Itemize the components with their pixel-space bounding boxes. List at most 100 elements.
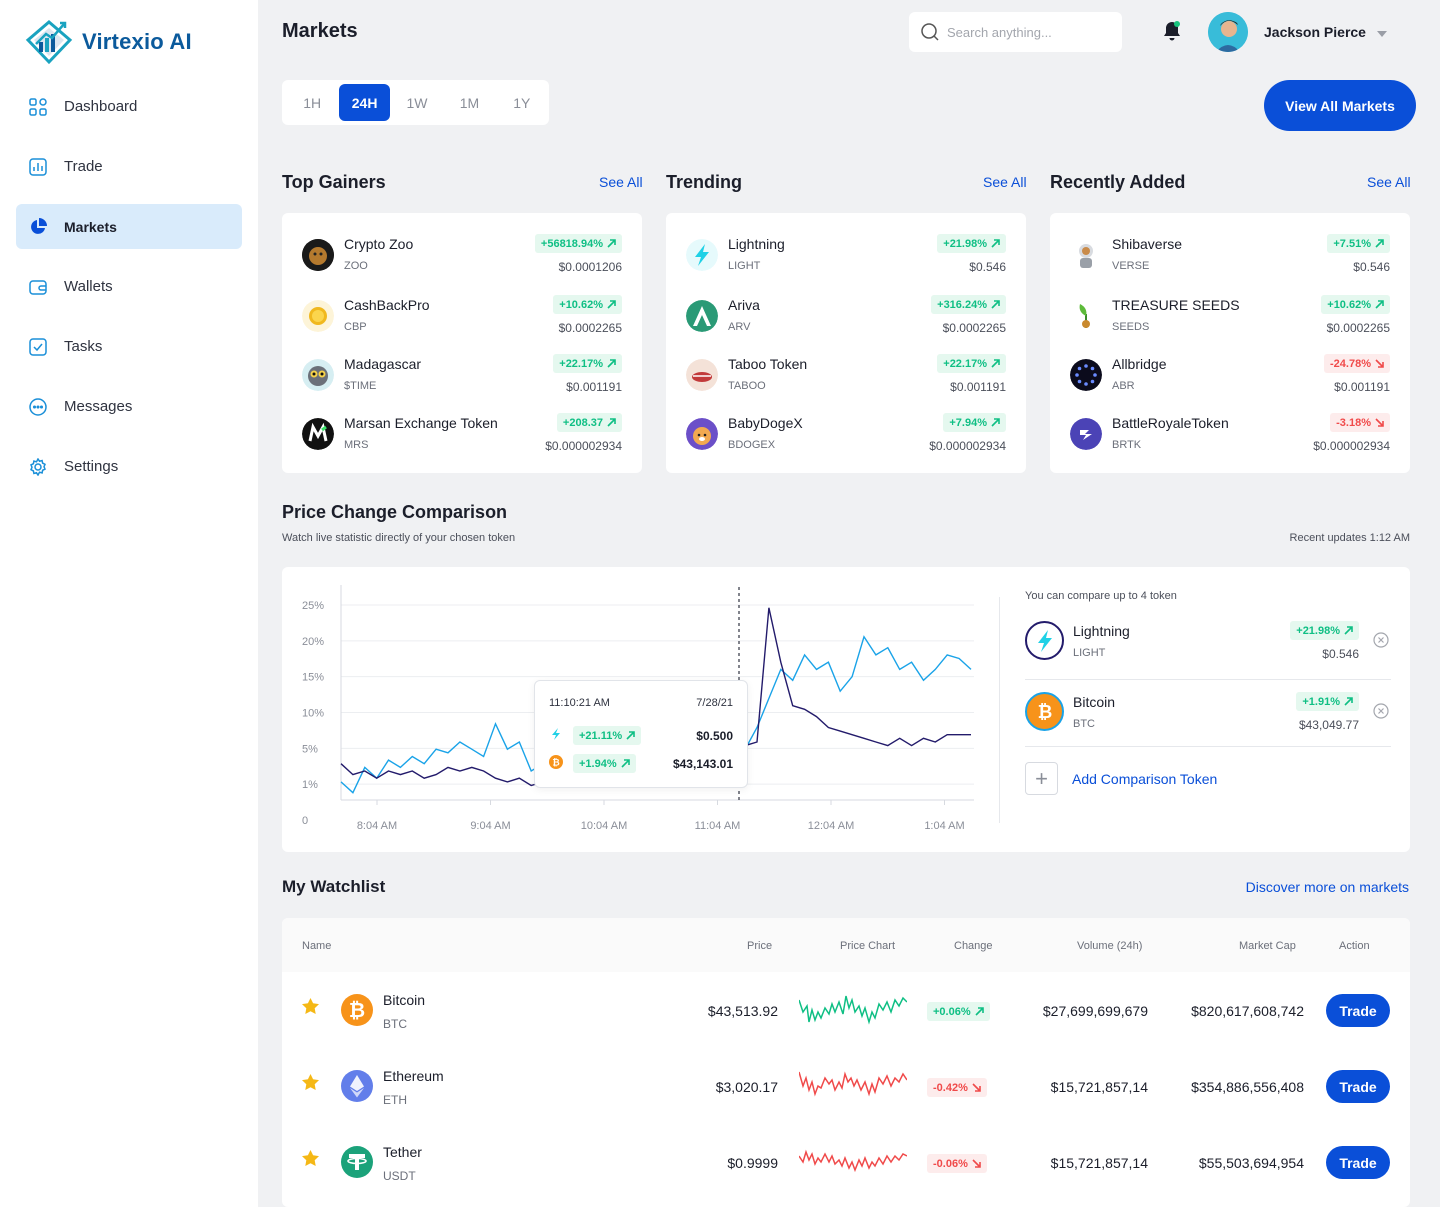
- trade-button[interactable]: Trade: [1326, 1146, 1390, 1179]
- change-badge: +0.06%: [927, 1002, 990, 1021]
- arrow-up-right-icon: [626, 731, 635, 740]
- sidebar-item-markets[interactable]: Markets: [16, 204, 242, 249]
- tooltip-date: 7/28/21: [696, 697, 733, 709]
- change-value: -0.42%: [933, 1081, 968, 1094]
- close-icon[interactable]: [1373, 632, 1389, 648]
- change-badge: +10.62%: [553, 295, 622, 314]
- token-row[interactable]: CashBackPro CBP +10.62% $0.0002265: [302, 295, 622, 339]
- compare-token-row[interactable]: Lightning LIGHT +21.98% $0.546: [1025, 621, 1391, 681]
- search-icon: [921, 23, 939, 41]
- compare-token-name: Bitcoin: [1073, 694, 1116, 710]
- user-name[interactable]: Jackson Pierce: [1264, 24, 1366, 40]
- timeframe-1h[interactable]: 1H: [303, 94, 322, 111]
- timeframe-selector: 1H 24H 1W 1M 1Y: [282, 80, 549, 125]
- sidebar-item-messages[interactable]: Messages: [16, 384, 242, 429]
- arrow-up-right-icon: [1375, 239, 1384, 248]
- section-title-top-gainers: Top Gainers: [282, 172, 386, 192]
- token-row[interactable]: Crypto Zoo ZOO +56818.94% $0.0001206: [302, 234, 622, 278]
- sparkline: [799, 995, 907, 1025]
- trade-button[interactable]: Trade: [1326, 994, 1390, 1027]
- discover-more-link[interactable]: Discover more on markets: [1245, 879, 1409, 895]
- ariva-logo: [686, 300, 718, 332]
- trade-button[interactable]: Trade: [1326, 1070, 1390, 1103]
- change-value: +56818.94%: [540, 237, 603, 250]
- star-icon[interactable]: [302, 1150, 319, 1171]
- token-symbol: ABR: [1112, 380, 1135, 392]
- see-all-trending[interactable]: See All: [983, 174, 1027, 190]
- column-header-action: Action: [1339, 940, 1370, 952]
- token-row[interactable]: BabyDogeX BDOGEX +7.94% $0.000002934: [686, 413, 1006, 457]
- sidebar-item-settings[interactable]: Settings: [16, 444, 242, 489]
- lightning-logo: [1025, 621, 1064, 660]
- coin-name: Tether: [383, 1144, 422, 1160]
- token-name: Lightning: [728, 236, 785, 252]
- add-comparison-token-button[interactable]: + Add Comparison Token: [1025, 762, 1217, 795]
- y-tick-label: 1%: [302, 779, 318, 791]
- search-box[interactable]: [909, 12, 1122, 52]
- coin-name: Ethereum: [383, 1068, 444, 1084]
- notification-bell[interactable]: [1161, 20, 1183, 47]
- timeframe-1y[interactable]: 1Y: [513, 94, 531, 111]
- x-tick-label: 10:04 AM: [581, 820, 627, 832]
- arrow-up-right-icon: [621, 759, 630, 768]
- token-name: BabyDogeX: [728, 415, 803, 431]
- taboo-logo: [686, 359, 718, 391]
- chevron-down-icon[interactable]: [1376, 26, 1388, 44]
- compare-token-row[interactable]: ₿ Bitcoin BTC +1.91% $43,049.77: [1025, 692, 1391, 752]
- token-row[interactable]: Lightning LIGHT +21.98% $0.546: [686, 234, 1006, 278]
- arrow-up-right-icon: [991, 300, 1000, 309]
- timeframe-1w[interactable]: 1W: [406, 94, 428, 111]
- sparkline: [799, 1149, 907, 1173]
- star-icon[interactable]: [302, 1074, 319, 1095]
- coin-price: $3,020.17: [715, 1079, 778, 1095]
- sidebar-item-wallets[interactable]: Wallets: [16, 264, 242, 309]
- token-row[interactable]: Marsan Exchange Token MRS +208.37 $0.000…: [302, 413, 622, 457]
- search-input[interactable]: [947, 24, 1107, 40]
- avatar[interactable]: [1208, 12, 1248, 52]
- see-all-recently-added[interactable]: See All: [1367, 174, 1411, 190]
- star-icon[interactable]: [302, 998, 319, 1019]
- shibaverse-logo: [1070, 239, 1102, 271]
- token-row[interactable]: Taboo Token TABOO +22.17% $0.001191: [686, 354, 1006, 398]
- brand-logo[interactable]: Virtexio AI: [24, 18, 192, 66]
- column-header-name: Name: [302, 940, 332, 952]
- arrow-up-right-icon: [1375, 300, 1384, 309]
- change-value: +21.11%: [579, 729, 623, 742]
- sidebar-item-dashboard[interactable]: Dashboard: [16, 84, 242, 129]
- change-value: +316.24%: [937, 298, 987, 311]
- sidebar-item-trade[interactable]: Trade: [16, 144, 242, 189]
- sidebar-item-label: Trade: [64, 158, 103, 175]
- token-row[interactable]: Allbridge ABR -24.78% $0.001191: [1070, 354, 1390, 398]
- see-all-top-gainers[interactable]: See All: [599, 174, 643, 190]
- view-all-markets-button[interactable]: View All Markets: [1264, 80, 1416, 131]
- timeframe-1m[interactable]: 1M: [459, 94, 480, 111]
- token-symbol: TABOO: [728, 380, 766, 392]
- compare-hint: You can compare up to 4 token: [1025, 590, 1177, 602]
- table-row: ₿ Bitcoin BTC $43,513.92 +0.06% $27,699,…: [282, 972, 1410, 1048]
- token-row[interactable]: Madagascar $TIME +22.17% $0.001191: [302, 354, 622, 398]
- plus-icon: +: [1025, 762, 1058, 795]
- change-value: +10.62%: [559, 298, 603, 311]
- token-row[interactable]: BattleRoyaleToken BRTK -3.18% $0.0000029…: [1070, 413, 1390, 457]
- pie-icon: [28, 217, 48, 237]
- coin-symbol: ETH: [383, 1093, 407, 1107]
- sidebar-item-tasks[interactable]: Tasks: [16, 324, 242, 369]
- close-icon[interactable]: [1373, 703, 1389, 719]
- ethereum-logo: [341, 1070, 373, 1102]
- token-row[interactable]: Shibaverse VERSE +7.51% $0.546: [1070, 234, 1390, 278]
- chart-divider: [999, 597, 1000, 823]
- arrow-up-right-icon: [1344, 697, 1353, 706]
- top-gainers-card: Crypto Zoo ZOO +56818.94% $0.0001206 Cas…: [282, 213, 642, 473]
- coin-market-cap: $354,886,556,408: [1191, 1079, 1304, 1095]
- token-row[interactable]: TREASURE SEEDS SEEDS +10.62% $0.0002265: [1070, 295, 1390, 339]
- token-name: Ariva: [728, 297, 760, 313]
- timeframe-24h[interactable]: 24H: [339, 84, 390, 121]
- token-row[interactable]: Ariva ARV +316.24% $0.0002265: [686, 295, 1006, 339]
- y-tick-label: 5%: [302, 743, 318, 755]
- token-name: Allbridge: [1112, 356, 1167, 372]
- tooltip-bitcoin-change: +1.94%: [573, 754, 636, 773]
- change-value: +22.17%: [943, 357, 987, 370]
- change-badge: +10.62%: [1321, 295, 1390, 314]
- column-header-volume: Volume (24h): [1077, 940, 1143, 952]
- recent-updates: Recent updates 1:12 AM: [1289, 532, 1410, 544]
